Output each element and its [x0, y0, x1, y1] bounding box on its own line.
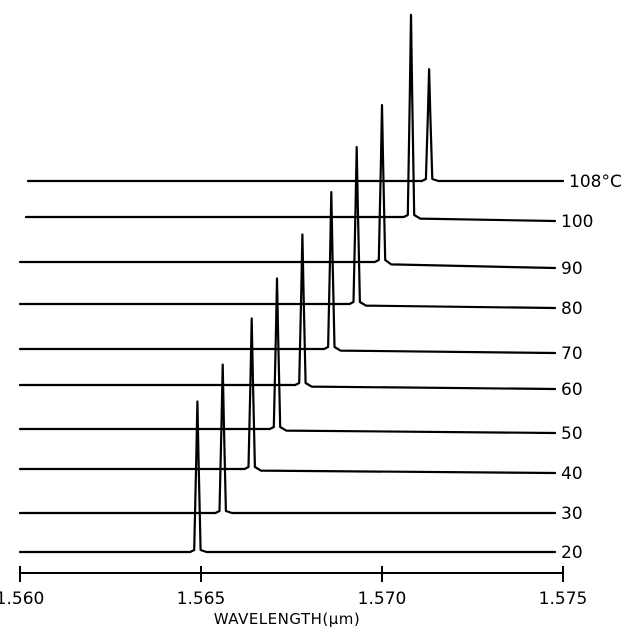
trace-label: 50	[561, 424, 583, 444]
trace-80	[18, 146, 557, 310]
trace-108c	[26, 68, 565, 183]
trace-50	[18, 277, 557, 435]
trace-label: 80	[561, 299, 583, 319]
x-tick-label: 1.570	[358, 589, 407, 609]
trace-label: 90	[561, 259, 583, 279]
trace-label: 60	[561, 380, 583, 400]
trace-90	[18, 104, 557, 270]
x-tick-label: 1.560	[0, 589, 44, 609]
x-tick-label: 1.575	[539, 589, 588, 609]
trace-70	[18, 191, 557, 355]
trace-40	[18, 317, 557, 475]
x-axis-title: WAVELENGTH(μm)	[214, 610, 361, 628]
trace-60	[18, 233, 557, 391]
trace-label: 40	[561, 464, 583, 484]
x-tick-labels-group: 1.560 1.565 1.570 1.575	[0, 589, 587, 609]
x-ticks-group	[19, 566, 564, 582]
trace-labels-group: 20 30 40 50 60 70 80 90 100 108°C	[561, 172, 622, 563]
trace-label: 100	[561, 212, 593, 232]
traces-group	[18, 13, 565, 554]
trace-20	[18, 400, 557, 554]
trace-30	[18, 363, 557, 515]
trace-label: 20	[561, 543, 583, 563]
trace-label: 30	[561, 504, 583, 524]
trace-100	[24, 13, 557, 223]
trace-label: 70	[561, 344, 583, 364]
x-axis: 1.560 1.565 1.570 1.575	[0, 566, 587, 609]
trace-label: 108°C	[569, 172, 622, 192]
x-tick-label: 1.565	[177, 589, 226, 609]
